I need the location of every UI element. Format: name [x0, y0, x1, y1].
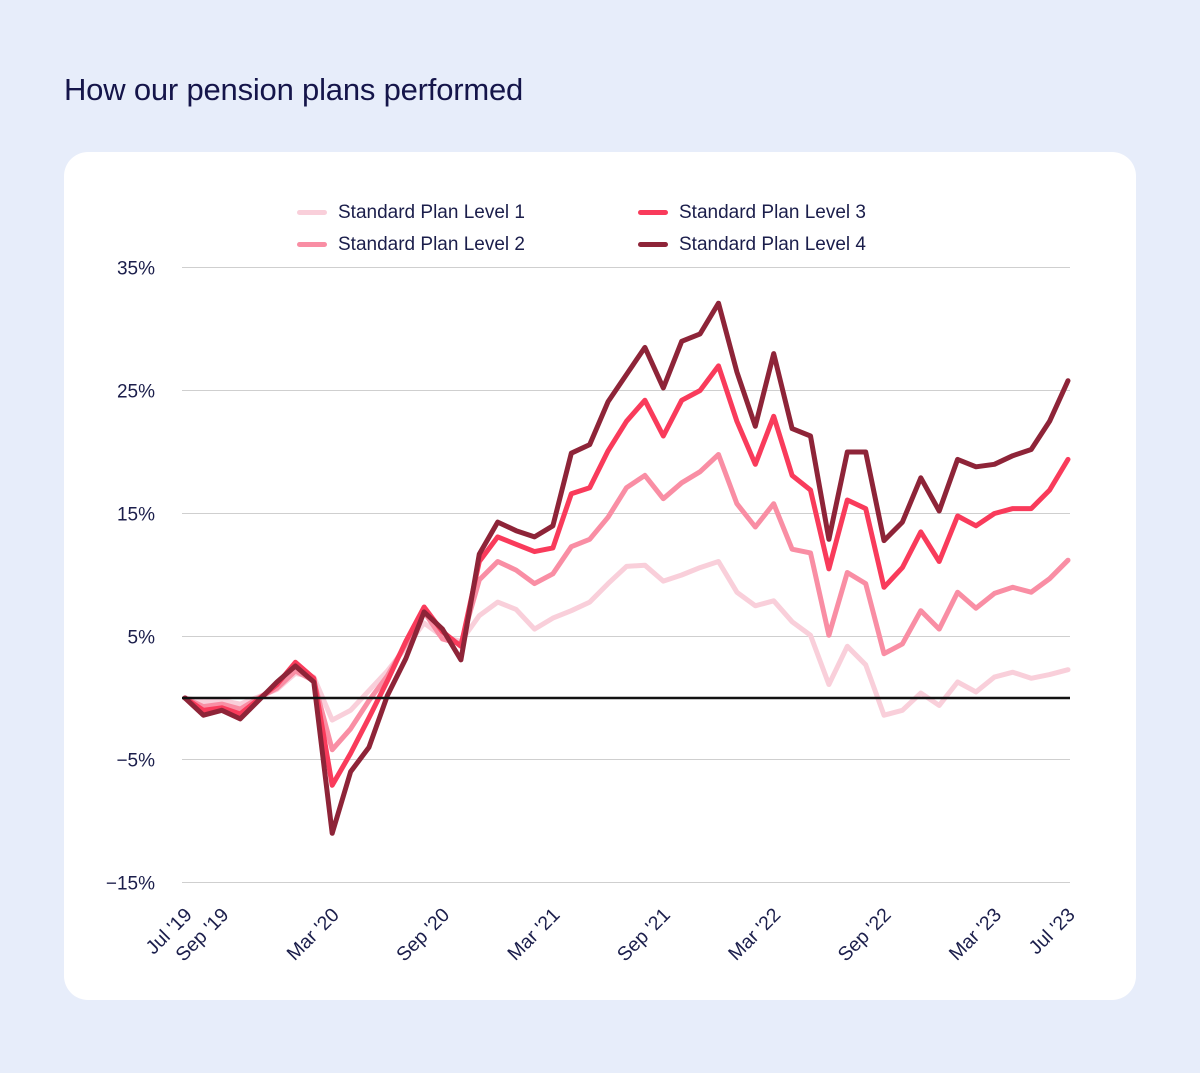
chart-legend: Standard Plan Level 1 Standard Plan Leve… [297, 202, 866, 255]
y-axis-label: 5% [128, 628, 156, 649]
x-axis-label: Sep '20 [392, 904, 454, 966]
legend-label-level-2: Standard Plan Level 2 [338, 234, 525, 255]
x-axis-label: Sep '22 [834, 904, 896, 966]
legend-item-standard-plan-level-4: Standard Plan Level 4 [638, 234, 866, 255]
legend-swatch-level-4 [638, 242, 668, 247]
y-axis-label: −5% [116, 751, 155, 772]
legend-label-level-3: Standard Plan Level 3 [679, 202, 866, 223]
legend-label-level-1: Standard Plan Level 1 [338, 202, 525, 223]
legend-item-standard-plan-level-2: Standard Plan Level 2 [297, 234, 638, 255]
chart-card: Standard Plan Level 1 Standard Plan Leve… [64, 152, 1136, 1000]
legend-swatch-level-2 [297, 242, 327, 247]
y-axis-label: 35% [117, 259, 155, 280]
x-axis-label: Mar '21 [503, 904, 564, 965]
x-axis-label: Sep '21 [613, 904, 675, 966]
legend-label-level-4: Standard Plan Level 4 [679, 234, 866, 255]
x-axis-label: Mar '23 [945, 904, 1006, 965]
legend-swatch-level-1 [297, 210, 327, 215]
legend-item-standard-plan-level-3: Standard Plan Level 3 [638, 202, 866, 223]
series-line-level-1 [182, 559, 1071, 723]
y-axis-label: 25% [117, 382, 155, 403]
y-axis-label: −15% [106, 874, 155, 895]
x-axis-label: Mar '20 [283, 904, 344, 965]
legend-item-standard-plan-level-1: Standard Plan Level 1 [297, 202, 638, 223]
page-title: How our pension plans performed [64, 72, 524, 107]
legend-swatch-level-3 [638, 210, 668, 215]
x-axis-label: Mar '22 [724, 904, 785, 965]
series-line-level-4 [182, 300, 1071, 836]
series-line-level-2 [182, 452, 1071, 753]
series-line-level-3 [182, 363, 1071, 788]
x-axis-label: Jul '23 [1025, 904, 1080, 959]
y-axis-label: 15% [117, 505, 155, 526]
